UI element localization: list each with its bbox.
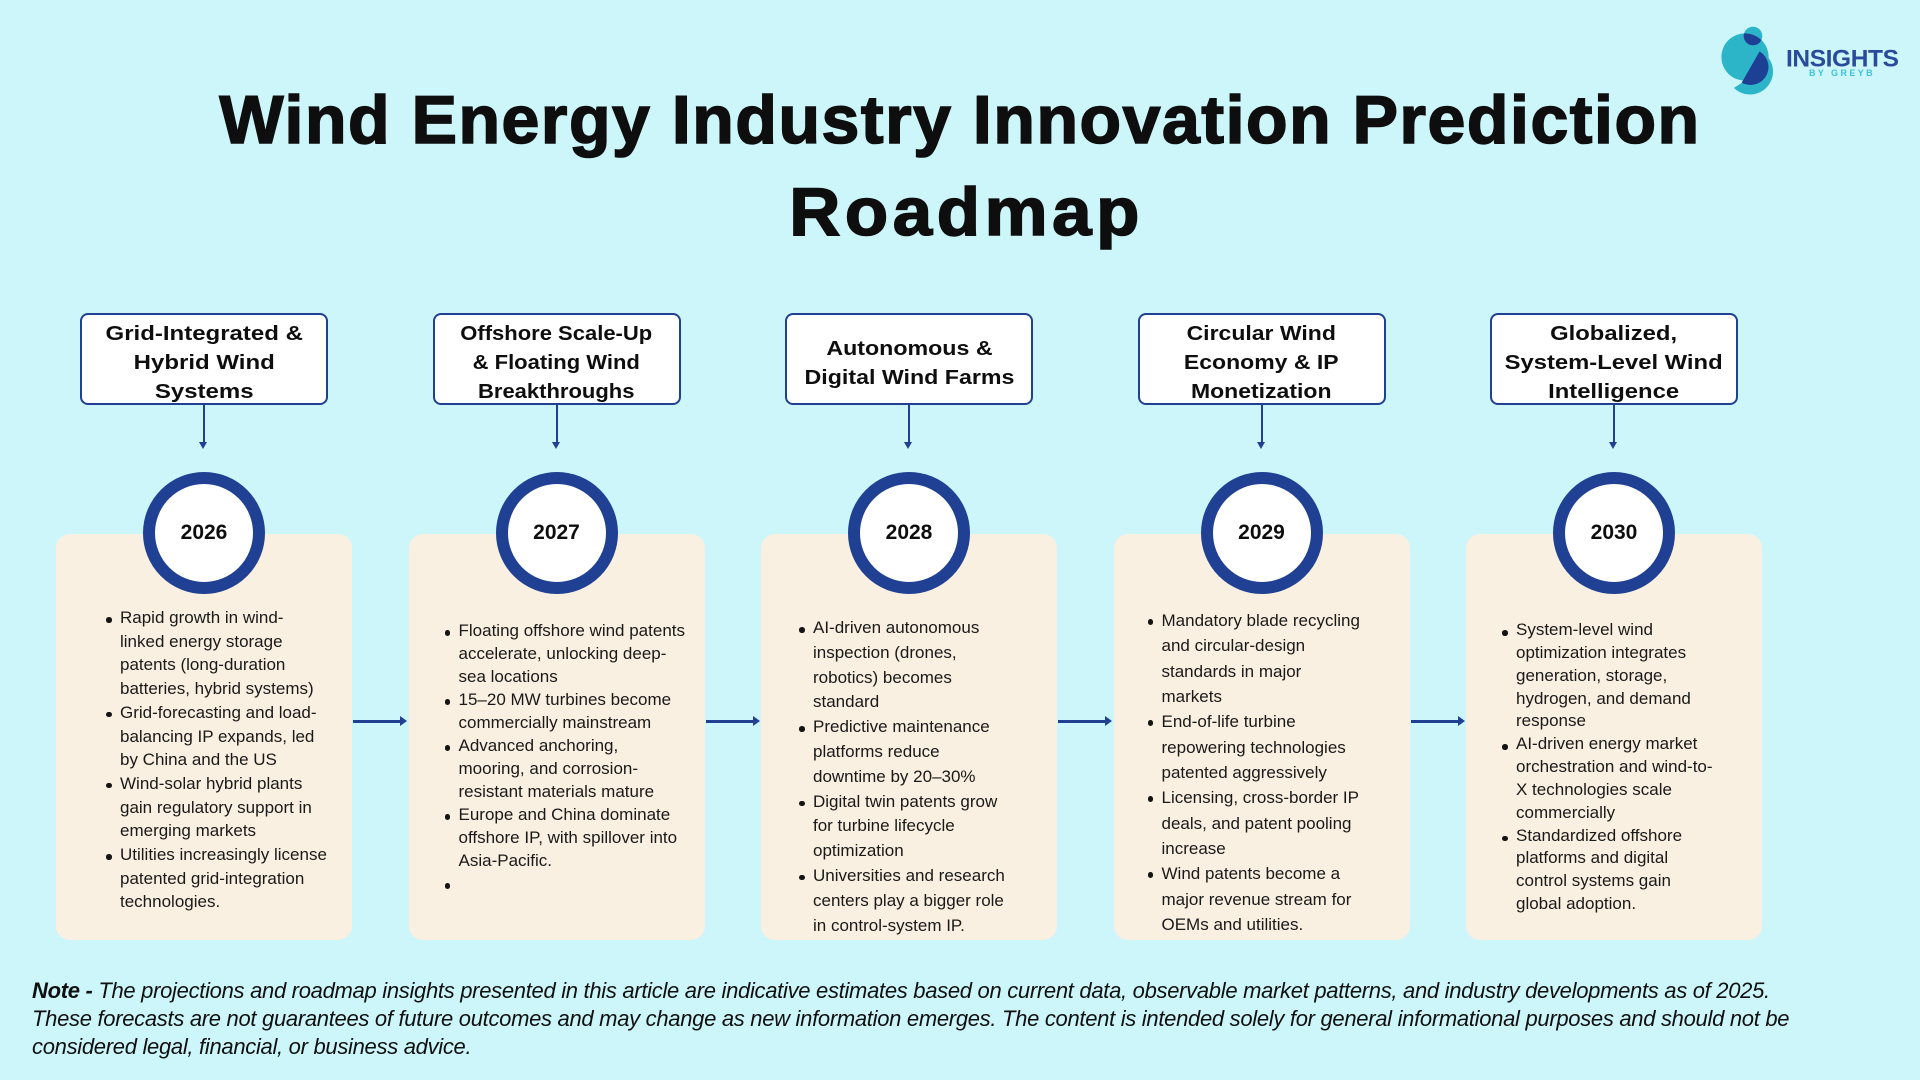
svg-text:INSIGHTS: INSIGHTS [1786, 46, 1899, 73]
svg-text:BY GREYB: BY GREYB [1809, 68, 1875, 78]
